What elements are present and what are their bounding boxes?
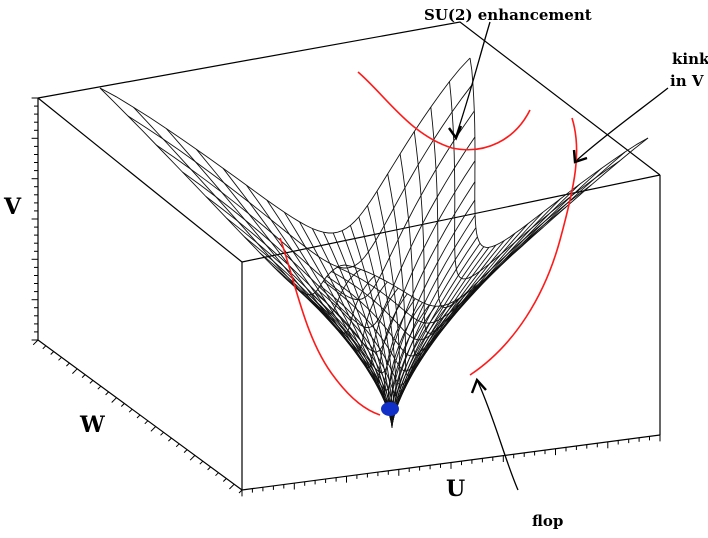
w-axis-tick: [222, 478, 227, 482]
w-axis-tick: [66, 362, 70, 367]
flop-arrowhead: [470, 377, 487, 394]
kink-curve: [469, 117, 578, 376]
w-axis-tick: [150, 426, 157, 432]
mesh-line-u: [341, 230, 458, 427]
highlight-curves: [279, 71, 578, 416]
w-axis-tick: [42, 345, 47, 350]
mesh-line-u: [413, 131, 567, 334]
w-axis-tick: [32, 339, 39, 346]
w-axis-tick: [128, 408, 133, 413]
kink-label-line1: kink: [672, 50, 708, 68]
w-axis-tick: [189, 455, 196, 461]
mesh-line-w: [127, 83, 474, 269]
w-axis-tick: [81, 374, 86, 378]
kink-arrowhead: [572, 149, 588, 164]
box-edge-back-top: [37, 21, 661, 176]
su2-enhancement-curve: [357, 71, 531, 151]
w-axis-tick: [168, 437, 172, 442]
w-axis-tick: [183, 449, 188, 453]
kink-label-line2: in V: [670, 72, 704, 90]
mesh-line-w: [344, 137, 649, 307]
mesh-line-u: [332, 232, 450, 428]
flop-curve-left: [279, 237, 381, 416]
w-axis-tick: [120, 403, 125, 407]
minimum-point: [381, 402, 399, 416]
w-axis-tick: [136, 414, 141, 419]
mesh-line-u: [449, 81, 620, 280]
mesh-line-w: [298, 246, 485, 428]
mesh-line-w: [322, 198, 561, 372]
w-axis-tick: [89, 380, 94, 384]
mesh-line-u: [299, 221, 430, 417]
mesh-line-u: [387, 173, 524, 376]
mesh-line-w: [337, 151, 626, 324]
w-axis-tick: [144, 420, 149, 425]
w-axis-tick: [199, 460, 204, 465]
w-axis-tick: [105, 391, 109, 396]
w-axis-tick: [72, 368, 78, 374]
w-axis-tick: [58, 356, 62, 361]
su2-arrow: [455, 21, 491, 137]
w-axis-tick: [111, 397, 117, 403]
surface-mesh: [99, 57, 649, 428]
mesh-line-w: [283, 236, 478, 424]
w-axis-tick: [50, 351, 55, 355]
bounding-box: [37, 21, 661, 491]
kink-arrow: [576, 87, 669, 161]
w-axis-tick: [160, 431, 164, 436]
w-axis-tick: [229, 483, 235, 490]
w-axis-tick: [207, 466, 211, 471]
flop-label: flop: [532, 512, 563, 530]
mesh-line-w: [317, 223, 529, 398]
mesh-line-w: [308, 244, 497, 424]
w-axis-tick: [97, 385, 102, 390]
mesh-line-w: [303, 247, 490, 427]
mesh-line-w: [326, 183, 581, 357]
mesh-line-w: [331, 167, 602, 341]
axis-ticks: [31, 97, 661, 497]
box-edge-left-front: [37, 97, 243, 263]
w-axis-tick: [215, 472, 219, 477]
axis-label-v: V: [3, 194, 22, 220]
flop-arrow: [477, 381, 519, 491]
su2-enhancement-label: SU(2) enhancement: [424, 6, 592, 24]
mesh-line-w: [259, 215, 476, 405]
w-axis-tick: [175, 443, 180, 448]
box-edge-back-right: [241, 174, 661, 263]
mesh-line-w: [311, 240, 505, 417]
mesh-line-u: [430, 107, 592, 309]
su2-arrowhead: [448, 125, 463, 141]
axis-label-u: U: [446, 476, 465, 502]
mesh-line-u: [469, 57, 649, 248]
mesh-line-u: [311, 228, 436, 425]
axis-label-w: W: [79, 412, 105, 438]
annotation-arrows: [448, 21, 669, 491]
mesh-line-w: [156, 110, 475, 300]
mesh-line-u: [133, 106, 362, 315]
